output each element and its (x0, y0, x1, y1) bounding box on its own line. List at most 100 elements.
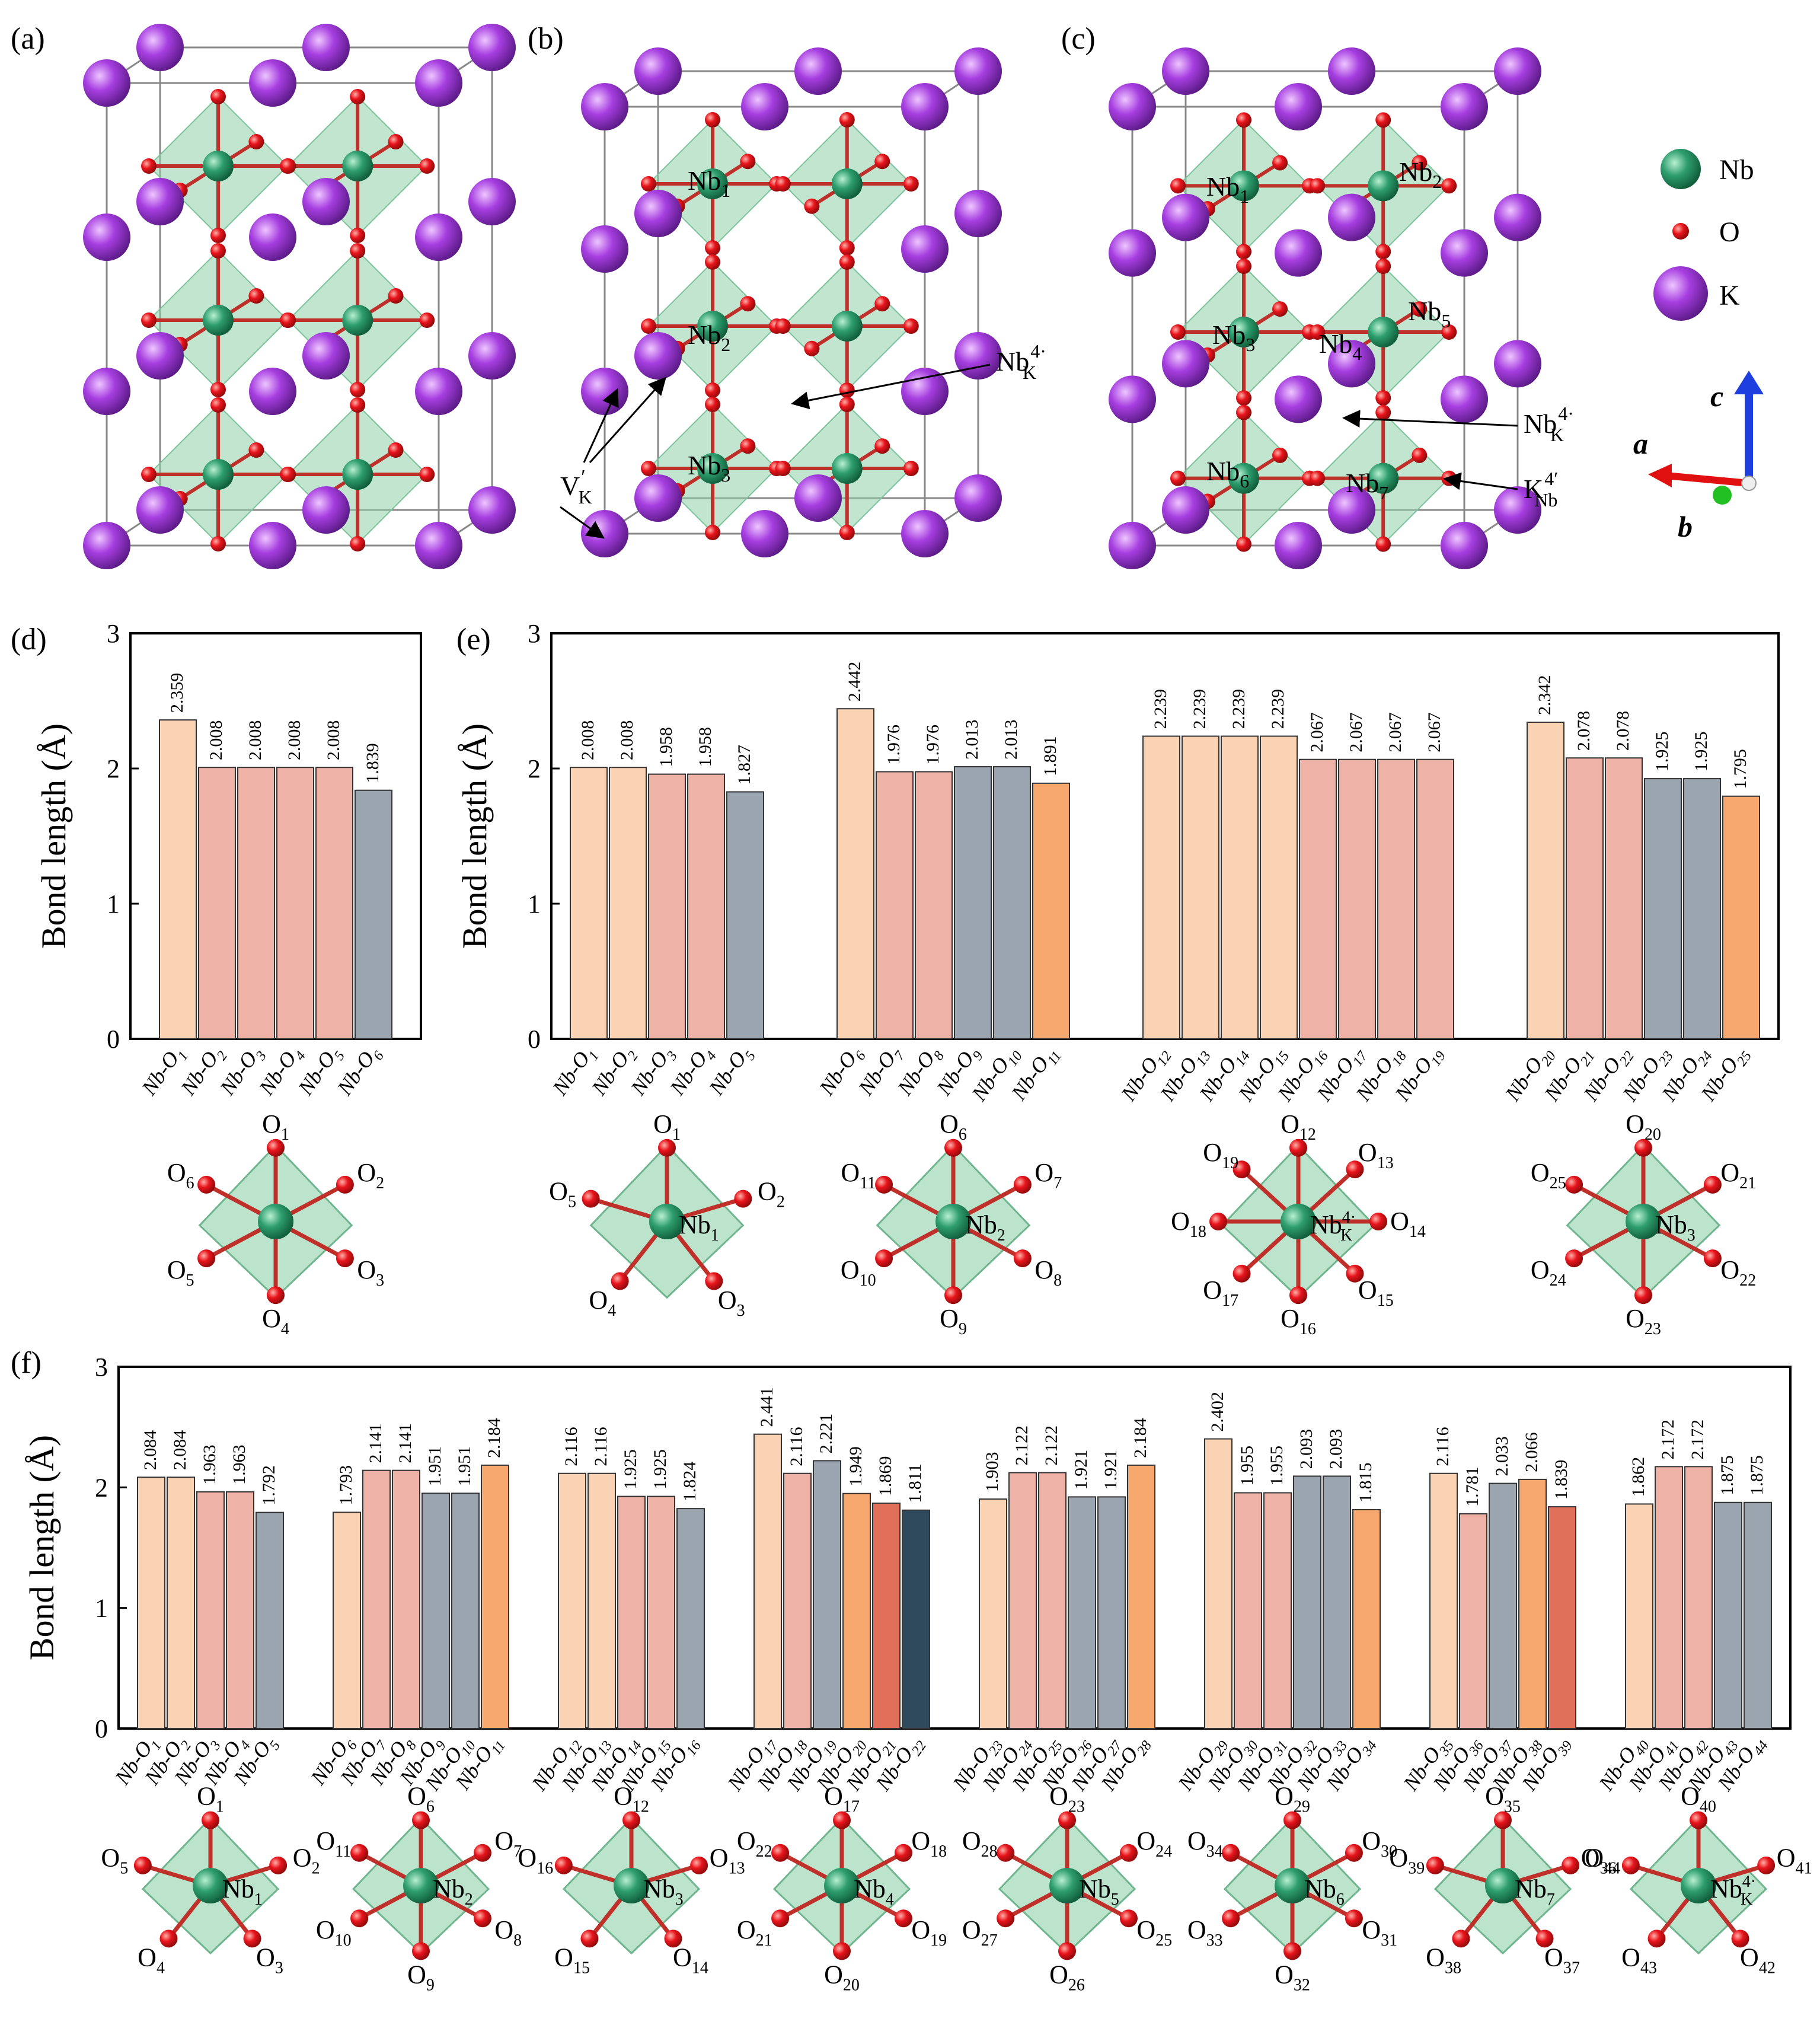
oxygen-label-base: O (167, 1158, 186, 1187)
oxygen-label-base: O (1275, 1782, 1294, 1811)
oxygen-atom (1375, 112, 1391, 128)
oxygen-label-base: O (1544, 1943, 1563, 1972)
potassium-atom (901, 510, 949, 557)
oxygen-atom (903, 461, 919, 476)
bar-value-label: 2.184 (1131, 1418, 1150, 1458)
bar (1459, 1513, 1487, 1729)
bar (1299, 758, 1337, 1039)
oxygen-label: O12 (614, 1782, 649, 1816)
niobium-atom (1681, 1868, 1716, 1903)
oxygen-label-base: O (962, 1915, 981, 1944)
oxygen-label-sub: 26 (1068, 1976, 1085, 1994)
b-defect-label: Nb4· K (996, 340, 1046, 383)
oxygen-atom (350, 243, 366, 259)
bar-value-label: 1.951 (455, 1446, 474, 1487)
structure-c (1109, 47, 1541, 569)
oxygen-label-sub: 27 (981, 1931, 998, 1950)
oxygen-atom (336, 1175, 354, 1194)
oxygen-label: O20 (824, 1960, 860, 1994)
x-tick-label: Nb-O5 (293, 1041, 348, 1103)
oxygen-atom (1690, 1811, 1707, 1829)
bar-value-label: 1.958 (656, 727, 676, 767)
oxygen-atom (1283, 1811, 1301, 1829)
oxygen-label: O18 (911, 1826, 947, 1861)
plot-frame (129, 632, 422, 1040)
niobium-atom (193, 1868, 228, 1903)
bar (315, 767, 353, 1040)
oxygen-label-base: O (1585, 1844, 1604, 1873)
oxygen-label-sub: 41 (1796, 1860, 1812, 1878)
oxygen-atom (804, 198, 820, 214)
potassium-atom (954, 47, 1002, 95)
oxygen-atom (388, 442, 404, 458)
bar (1605, 757, 1643, 1039)
oxygen-atom (210, 397, 226, 413)
center-atom-label-base: Nb (1310, 1210, 1342, 1239)
legend-k-sphere (1653, 266, 1708, 321)
oxygen-atom (1441, 178, 1457, 194)
bar (1714, 1501, 1742, 1729)
bar-value-label: 2.359 (167, 673, 187, 713)
oxygen-label-sub: 2 (312, 1860, 320, 1878)
bar (1263, 1492, 1292, 1730)
potassium-atom (468, 24, 516, 71)
oxygen-label-base: O (1049, 1960, 1068, 1989)
oxygen-label-sub: 18 (1190, 1223, 1206, 1241)
oxygen-atom (1345, 1909, 1363, 1928)
oxygen-atom (705, 1272, 723, 1290)
oxygen-label-sub: 33 (1206, 1931, 1223, 1950)
oxygen-label-base: O (673, 1943, 692, 1972)
potassium-atom (901, 225, 949, 273)
potassium-atom (136, 24, 184, 71)
potassium-atom (1494, 47, 1541, 95)
oxygen-atom (412, 1811, 430, 1829)
oxygen-atom (1236, 244, 1251, 260)
oxygen-atom (1731, 1930, 1749, 1948)
oxygen-label-base: O (1720, 1158, 1739, 1187)
oxygen-label-base: O (167, 1255, 186, 1284)
bar-value-label: 1.811 (905, 1463, 925, 1503)
legend-o-sphere (1672, 223, 1689, 240)
panel-label-f: (f) (11, 1346, 41, 1380)
oxygen-atom (1375, 536, 1391, 552)
oxygen-label-base: O (1034, 1158, 1053, 1187)
oxygen-label-base: O (1281, 1109, 1299, 1139)
plot-frame (117, 1366, 1792, 1730)
oxygen-atom (1562, 1856, 1580, 1874)
oxygen-label-base: O (1136, 1826, 1155, 1855)
center-atom-label: Nb1 (679, 1210, 719, 1245)
oxygen-label-base: O (841, 1158, 860, 1187)
oxygen-atom (197, 1249, 216, 1268)
oxygen-label: O17 (824, 1782, 860, 1816)
center-atom-label-base: Nb (854, 1874, 886, 1903)
oxygen-label-base: O (589, 1286, 608, 1315)
potassium-atom (634, 474, 682, 522)
potassium-atom (83, 368, 130, 415)
oxygen-atom (1058, 1811, 1076, 1829)
bar (726, 791, 764, 1039)
oxygen-atom (874, 154, 890, 170)
oxygen-atom (1209, 1213, 1227, 1230)
center-atom-label: Nb2 (965, 1210, 1005, 1245)
b-axis-arrow (1713, 486, 1732, 505)
oxygen-atom (210, 228, 226, 243)
oxygen-label-sub: 6 (186, 1174, 194, 1192)
oxygen-label-base: O (1187, 1826, 1206, 1855)
potassium-atom (1162, 486, 1209, 534)
oxygen-atom (280, 467, 296, 482)
bar-value-label: 2.172 (1688, 1420, 1707, 1460)
oxygen-label-base: O (1531, 1255, 1550, 1284)
legend-o-label: O (1719, 216, 1740, 248)
bar (617, 1495, 646, 1729)
center-atom-label: Nb5 (1079, 1874, 1119, 1909)
oxygen-label: O25 (1531, 1158, 1566, 1192)
oxygen-label: O10 (316, 1915, 352, 1950)
oxygen-label-sub: 20 (1645, 1125, 1661, 1144)
bar-value-label: 1.949 (846, 1446, 866, 1487)
oxygen-label: O35 (1485, 1782, 1521, 1816)
oxygen-atom (1236, 390, 1251, 406)
center-atom-label-base: Nb (965, 1210, 997, 1239)
